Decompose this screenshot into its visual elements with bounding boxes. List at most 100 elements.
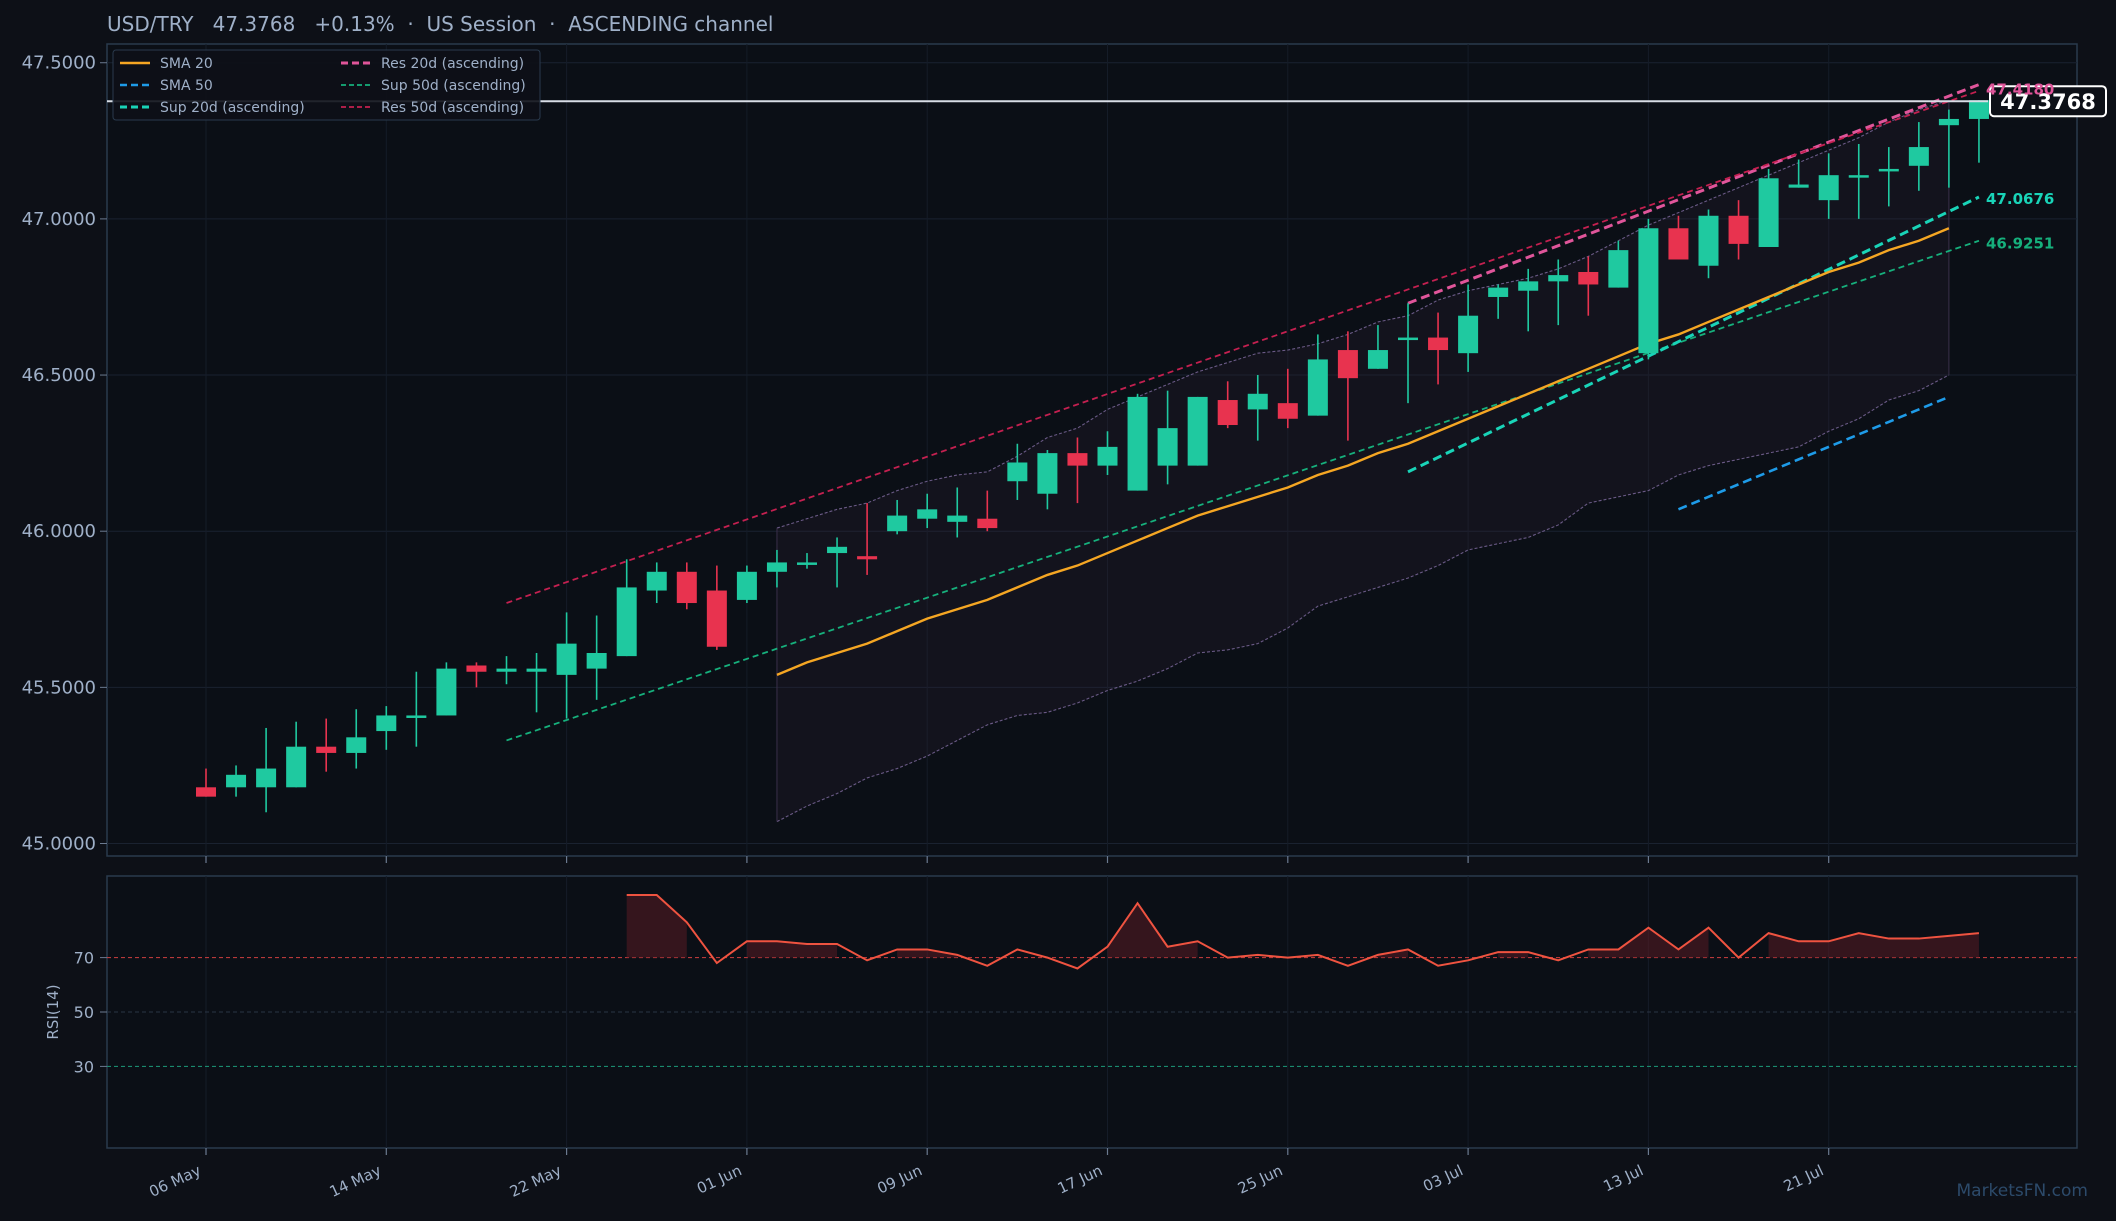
candle-bull — [1548, 275, 1569, 282]
candle-bear — [1728, 215, 1749, 244]
candle-bear — [1428, 337, 1449, 351]
candle-bull — [947, 515, 968, 522]
candle-bull — [586, 653, 607, 669]
rsi-fill-segment — [897, 949, 958, 958]
candle-bull — [1968, 100, 1989, 119]
candle-bull — [1157, 428, 1178, 466]
rsi-y-tick-label: 70 — [74, 949, 94, 968]
price-y-tick-label: 46.5000 — [22, 365, 96, 386]
candle-bull — [1848, 175, 1869, 178]
candle-bull — [556, 643, 577, 675]
rsi-series-line — [626, 894, 1980, 970]
candle-bull — [797, 562, 817, 565]
candle-bull — [827, 546, 848, 554]
trendline-res-20d-ascending- — [1407, 83, 1980, 305]
price-panel: 45.0000 45.5000 46.0000 46.5000 47.0000 47.50… — [22, 43, 2107, 857]
rsi-y-tick-label: 30 — [74, 1057, 94, 1076]
candle-bull — [1037, 453, 1058, 494]
candle-bull — [1367, 350, 1388, 369]
candle-bear — [1277, 403, 1298, 419]
candle-bull — [1788, 184, 1809, 188]
legend-entry: SMA 50 — [160, 78, 213, 94]
candle-bull — [1458, 315, 1479, 354]
rsi-axis-label: RSI(14) — [44, 984, 62, 1039]
candle-bear — [1668, 228, 1689, 260]
price-y-axis: 45.0000 45.5000 46.0000 46.5000 47.0000 47.50… — [22, 53, 107, 855]
candle-bear — [1337, 350, 1358, 379]
candle-bull — [616, 587, 637, 657]
candle-bear — [857, 556, 878, 560]
rsi-fill-segment — [746, 941, 838, 958]
candle-bull — [376, 715, 397, 732]
candle-bull — [736, 571, 757, 600]
legend-entry: SMA 20 — [160, 56, 213, 72]
right-value-labels: 47.4180 47.0676 46.9251 — [1986, 80, 2054, 252]
trendline-value-label: 46.9251 — [1986, 234, 2054, 252]
candle-bear — [676, 571, 697, 604]
trendline-value-label: 47.4180 — [1986, 80, 2054, 98]
chart-title: USD/TRY 47.3768 +0.13% · US Session · AS… — [107, 12, 773, 36]
rsi-panel: 30 50 70 RSI(14) — [44, 875, 2078, 1149]
candle-bull — [1938, 118, 1959, 126]
legend: SMA 20 SMA 50 Sup 20d (ascending) Res 20d (… — [112, 49, 541, 121]
candle-bull — [1097, 446, 1118, 466]
legend-entry: Res 20d (ascending) — [381, 56, 524, 72]
price-y-tick-label: 45.0000 — [22, 834, 96, 855]
legend-entry: Sup 20d (ascending) — [160, 100, 305, 116]
legend-box — [112, 49, 541, 121]
candle-bull — [256, 768, 277, 788]
candle-bull — [1247, 393, 1268, 410]
candle-bull — [1307, 359, 1328, 416]
candle-bull — [286, 746, 307, 788]
candle-bull — [1488, 287, 1509, 297]
candle-bull — [1698, 215, 1719, 266]
candle-bear — [1217, 400, 1238, 426]
candle-bull — [1518, 281, 1539, 291]
rsi-y-tick-label: 50 — [74, 1003, 94, 1022]
candle-bear — [316, 746, 337, 753]
candle-bear — [196, 787, 216, 797]
candle-bull — [766, 562, 787, 572]
candle-bull — [1127, 396, 1148, 491]
sma-50-line — [1677, 395, 1950, 511]
last-price-label: 47.3768 — [2000, 90, 2096, 114]
sma-lines — [776, 227, 1950, 676]
price-y-tick-label: 47.0000 — [22, 209, 96, 230]
candle-bull — [1758, 178, 1779, 247]
candle-bear — [1578, 271, 1599, 285]
rsi-fill-segment — [626, 895, 687, 958]
candle-bull — [1908, 147, 1929, 166]
candle-bear — [1067, 453, 1088, 466]
candle-bull — [526, 668, 547, 672]
price-y-tick-label: 46.0000 — [22, 521, 96, 542]
candle-bear — [466, 665, 487, 672]
rsi-y-axis: 30 50 70 — [74, 949, 107, 1076]
legend-entry: Res 50d (ascending) — [381, 100, 524, 116]
candle-bear — [977, 518, 998, 529]
price-y-tick-label: 45.5000 — [22, 677, 96, 698]
candle-bull — [646, 571, 667, 591]
candle-bull — [887, 515, 908, 532]
candle-bull — [1398, 337, 1418, 341]
candles — [196, 100, 1989, 813]
price-y-tick-label: 47.5000 — [22, 53, 96, 74]
rsi-fill-segment — [1498, 952, 1529, 958]
trendlines — [506, 83, 1980, 742]
rsi-levels — [107, 957, 2077, 1067]
trendline-sup-20d-ascending- — [1407, 195, 1980, 474]
candle-bull — [1818, 175, 1839, 201]
trendline-value-label: 47.0676 — [1986, 190, 2054, 208]
watermark: MarketsFN.com — [1956, 1181, 2088, 1201]
price-panel-frame — [106, 43, 2078, 857]
candle-bull — [1608, 250, 1629, 288]
candle-bull — [496, 668, 517, 672]
candle-bull — [406, 715, 427, 718]
candle-bull — [1187, 396, 1208, 466]
candle-bull — [226, 774, 247, 788]
candle-bull — [436, 668, 457, 716]
bollinger-lower — [776, 374, 1950, 823]
candle-bull — [1878, 168, 1899, 172]
rsi-fill-segment — [1768, 933, 1979, 958]
